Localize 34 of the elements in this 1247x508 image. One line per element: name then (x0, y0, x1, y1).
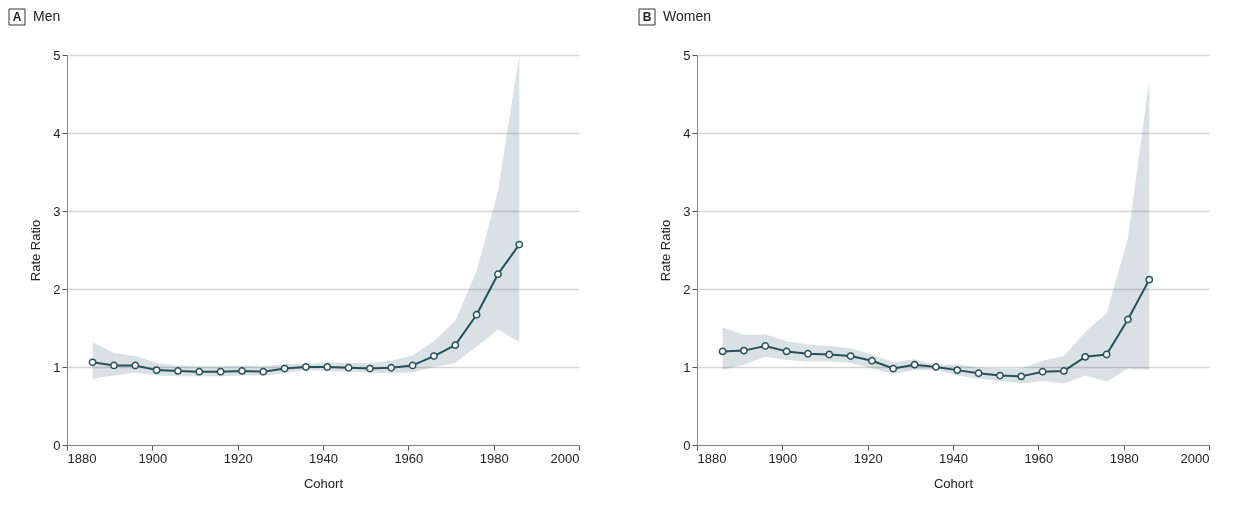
y-tick-label: 3 (683, 203, 691, 219)
y-tick-label: 3 (53, 203, 61, 219)
y-tick-label: 5 (683, 47, 691, 63)
x-tick-label: 1940 (939, 450, 968, 466)
x-tick-label: 1880 (697, 450, 727, 466)
x-tick-label: 1960 (394, 450, 424, 466)
x-tick-label: 2000 (1180, 450, 1210, 466)
x-tick-label: 1960 (1024, 450, 1054, 466)
y-tick-label: 4 (53, 125, 61, 141)
x-tick-label: 1940 (309, 450, 338, 466)
x-tick-label: 1900 (138, 450, 168, 466)
chart-subtitle: Men (33, 8, 61, 24)
y-tick-label: 2 (683, 281, 691, 297)
y-tick-label: 1 (53, 359, 61, 375)
x-tick-label: 2000 (550, 450, 580, 466)
x-axis-title: Cohort (933, 475, 974, 491)
y-tick-label: 4 (683, 125, 691, 141)
y-tick-label: 1 (683, 359, 691, 375)
y-tick-label: 0 (53, 437, 61, 453)
x-tick-label: 1980 (1109, 450, 1139, 466)
y-axis-title: Rate Ratio (658, 219, 674, 282)
x-tick-label: 1920 (853, 450, 883, 466)
x-tick-label: 1920 (223, 450, 253, 466)
y-tick-label: 0 (683, 437, 691, 453)
x-tick-label: 1980 (479, 450, 509, 466)
chart-title: A (12, 10, 22, 24)
chart-subtitle: Women (663, 8, 711, 24)
x-tick-label: 1880 (67, 450, 97, 466)
x-tick-label: 1900 (768, 450, 798, 466)
y-axis-title: Rate Ratio (28, 219, 44, 282)
y-tick-label: 2 (53, 281, 61, 297)
x-axis-title: Cohort (303, 475, 344, 491)
chart-title: B (642, 10, 652, 24)
y-tick-label: 5 (53, 47, 61, 63)
